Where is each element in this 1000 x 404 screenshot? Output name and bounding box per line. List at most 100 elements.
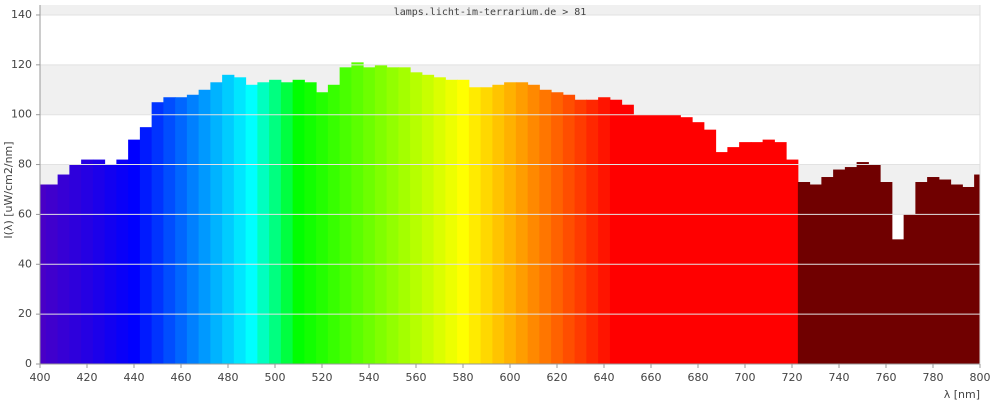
spectrum-bar: [598, 97, 611, 364]
x-tick-label: 800: [970, 371, 991, 384]
spectrum-bar: [962, 186, 975, 364]
spectrum-bar: [386, 67, 399, 364]
spectrum-bar: [327, 84, 341, 364]
spectrum-bar: [750, 142, 764, 364]
spectrum-bar: [527, 84, 540, 364]
spectrum-bar: [668, 114, 681, 364]
x-tick-label: 400: [30, 371, 51, 384]
spectrum-bar: [57, 174, 70, 364]
spectrum-bar: [656, 114, 670, 364]
spectrum-bar: [692, 122, 705, 364]
spectrum-bar: [621, 104, 634, 364]
spectrum-bar: [304, 82, 317, 364]
spectrum-bar: [128, 139, 141, 364]
spectrum-bar: [844, 167, 858, 364]
x-tick-label: 520: [312, 371, 333, 384]
x-axis-label: λ [nm]: [944, 388, 980, 400]
y-tick-label: 140: [11, 8, 32, 21]
spectrum-bar: [739, 142, 752, 364]
spectrum-bar: [774, 142, 787, 364]
y-tick-label: 100: [11, 108, 32, 121]
x-tick-label: 480: [218, 371, 239, 384]
spectrum-bar: [198, 89, 211, 364]
x-tick-label: 540: [359, 371, 380, 384]
spectrum-bar: [809, 184, 822, 364]
spectrum-bar: [515, 82, 529, 364]
spectrum-bar: [880, 182, 893, 364]
y-tick-label: 0: [25, 357, 32, 370]
axes: 0 20 40 60 80 100 120 140 400 420 440 460 480 500 520 5…: [11, 5, 991, 384]
spectrum-bar: [680, 117, 693, 364]
x-tick-label: 440: [124, 371, 145, 384]
spectrum-bar: [92, 159, 106, 364]
spectrum-bar: [821, 177, 834, 364]
spectrum-bar: [562, 94, 576, 364]
spectrum-bar: [938, 179, 952, 364]
spectrum-bar: [715, 152, 728, 364]
y-tick-label: 20: [18, 307, 32, 320]
spectrum-bar: [457, 79, 470, 364]
y-axis-label: I(λ) [uW/cm2/nm]: [2, 141, 15, 238]
spectrum-bar: [421, 74, 435, 364]
spectrum-bar: [269, 79, 282, 364]
spectrum-bar: [292, 79, 305, 364]
spectrum-bar: [151, 102, 164, 364]
spectrum-bar: [233, 77, 247, 364]
chart-title: lamps.licht-im-terrarium.de > 81: [394, 7, 587, 18]
spectrum-bar: [586, 99, 599, 364]
spectrum-bar: [492, 84, 505, 364]
spectrum-bar: [927, 177, 940, 364]
spectrum-bar: [339, 67, 352, 364]
spectrum-bar: [633, 114, 646, 364]
spectrum-bar: [833, 169, 846, 364]
spectrum-bar: [891, 239, 905, 364]
spectrum-bar: [351, 62, 364, 364]
x-tick-label: 700: [735, 371, 756, 384]
x-tick-label: 500: [265, 371, 286, 384]
y-tick-label: 40: [18, 257, 32, 270]
x-tick-label: 560: [406, 371, 427, 384]
spectrum-bar: [786, 159, 799, 364]
x-tick-label: 420: [77, 371, 98, 384]
spectrum-bar: [504, 82, 517, 364]
spectrum-bar: [45, 184, 59, 364]
y-tick-label: 80: [18, 158, 32, 171]
spectrum-bar: [316, 92, 329, 364]
spectrum-bar: [856, 162, 869, 364]
spectrum-bar: [950, 184, 963, 364]
y-tick-label: 60: [18, 207, 32, 220]
x-tick-label: 580: [453, 371, 474, 384]
spectrum-bar: [974, 174, 980, 364]
spectrum-bar: [574, 99, 587, 364]
y-tick-label: 120: [11, 58, 32, 71]
spectrum-bar: [186, 94, 200, 364]
spectrum-bar: [40, 184, 47, 364]
spectrum-bar: [551, 92, 564, 364]
spectrum-bar: [468, 87, 482, 364]
x-tick-label: 600: [500, 371, 521, 384]
spectrum-bar: [433, 77, 446, 364]
x-tick-label: 640: [594, 371, 615, 384]
spectrum-bar: [245, 84, 258, 364]
spectrum-bar: [609, 99, 623, 364]
spectrum-bar: [163, 97, 176, 364]
spectrum-bar: [480, 87, 493, 364]
spectrum-bar: [116, 159, 129, 364]
spectrum-bar: [903, 214, 916, 364]
spectrum-bar: [410, 72, 423, 364]
spectrum-bar: [703, 129, 717, 364]
x-tick-label: 680: [688, 371, 709, 384]
spectrum-bar: [257, 82, 270, 364]
x-tick-label: 660: [641, 371, 662, 384]
spectrum-bar: [139, 127, 153, 364]
x-tick-label: 720: [782, 371, 803, 384]
x-tick-label: 460: [171, 371, 192, 384]
spectrum-bar: [727, 147, 740, 364]
spectrum-bar: [445, 79, 458, 364]
x-tick-label: 780: [923, 371, 944, 384]
spectrum-bar: [797, 182, 811, 364]
spectrum-area: [40, 62, 980, 364]
spectrum-bar: [539, 89, 552, 364]
x-tick-label: 620: [547, 371, 568, 384]
